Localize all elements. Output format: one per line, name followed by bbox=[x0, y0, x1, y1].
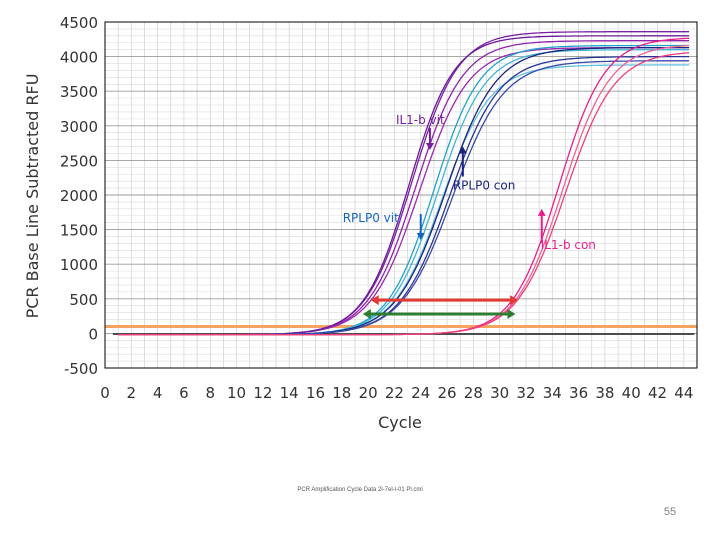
range-arrow-head-right-1 bbox=[510, 295, 519, 306]
x-tick-label: 12 bbox=[253, 384, 272, 402]
page-number: 55 bbox=[663, 506, 677, 518]
x-tick-label: 34 bbox=[543, 384, 562, 402]
series-line-10 bbox=[118, 60, 690, 336]
annotation-layer: IL1-b vit RPLP0 con RPLP0 vit IL1-b con bbox=[343, 113, 596, 252]
annotation-label-il1b-vit: IL1-b vit bbox=[396, 113, 445, 127]
y-tick-label: 3000 bbox=[60, 118, 98, 136]
x-tick-label: 36 bbox=[569, 384, 588, 402]
range-arrows bbox=[362, 295, 519, 320]
x-tick-label: 20 bbox=[359, 384, 378, 402]
annotation-arrowhead-il1b-vit bbox=[425, 143, 434, 151]
series-line-7 bbox=[118, 64, 690, 336]
x-tick-label: 32 bbox=[516, 384, 535, 402]
footer-caption: PCR Amplification Cycle Data 2l-7el-l-01… bbox=[297, 487, 423, 493]
x-tick-label: 18 bbox=[332, 384, 351, 402]
annotation-label-il1b-con: IL1-b con bbox=[541, 238, 596, 252]
annotation-label-rplp0-con: RPLP0 con bbox=[453, 179, 516, 193]
annotation-label-rplp0-vit: RPLP0 vit bbox=[343, 211, 399, 225]
x-tick-label: 28 bbox=[464, 384, 483, 402]
x-tick-label: 24 bbox=[411, 384, 430, 402]
y-tick-label: 1500 bbox=[60, 222, 98, 240]
x-tick-label: 16 bbox=[306, 384, 325, 402]
x-tick-label: 4 bbox=[153, 384, 163, 402]
plot-frame bbox=[104, 21, 698, 369]
range-arrow-head-left-2 bbox=[362, 309, 371, 320]
x-tick-label: 2 bbox=[127, 384, 137, 402]
y-tick-label: 4500 bbox=[60, 14, 98, 32]
x-tick-label: 6 bbox=[179, 384, 189, 402]
x-tick-label: 14 bbox=[280, 384, 299, 402]
x-axis-label: Cycle bbox=[378, 413, 422, 432]
series-line-12 bbox=[118, 44, 690, 336]
chart-grid bbox=[104, 21, 698, 369]
x-tick-label: 38 bbox=[595, 384, 614, 402]
y-tick-label: 0 bbox=[88, 325, 98, 343]
x-tick-label: 30 bbox=[490, 384, 509, 402]
annotation-arrowhead-rplp0-con bbox=[458, 146, 467, 154]
y-tick-label: 2000 bbox=[60, 187, 98, 205]
x-tick-label: 22 bbox=[385, 384, 404, 402]
annotation-arrowhead-il1b-con bbox=[537, 208, 546, 216]
range-arrow-head-left-1 bbox=[370, 295, 379, 306]
series-line-13 bbox=[118, 52, 690, 336]
x-tick-label: 44 bbox=[674, 384, 693, 402]
y-tick-label: 4000 bbox=[60, 49, 98, 67]
y-tick-label: -500 bbox=[64, 360, 98, 378]
x-tick-label: 8 bbox=[205, 384, 215, 402]
y-axis-label: PCR Base Line Subtracted RFU bbox=[23, 74, 42, 319]
tick-labels: 0 2 4 6 8 10 12 14 16 18 20 22 24 26 28 30 32 34 36 38 40 42 4… bbox=[60, 14, 694, 402]
x-tick-label: 42 bbox=[648, 384, 667, 402]
x-tick-label: 10 bbox=[227, 384, 246, 402]
y-tick-label: 500 bbox=[69, 291, 98, 309]
range-arrow-head-right-2 bbox=[507, 309, 516, 320]
y-tick-label: 3500 bbox=[60, 83, 98, 101]
x-tick-label: 40 bbox=[622, 384, 641, 402]
y-tick-label: 2500 bbox=[60, 152, 98, 170]
annotation-arrowhead-rplp0-vit bbox=[416, 232, 425, 240]
x-tick-label: 0 bbox=[100, 384, 110, 402]
y-tick-label: 1000 bbox=[60, 256, 98, 274]
x-tick-label: 26 bbox=[437, 384, 456, 402]
